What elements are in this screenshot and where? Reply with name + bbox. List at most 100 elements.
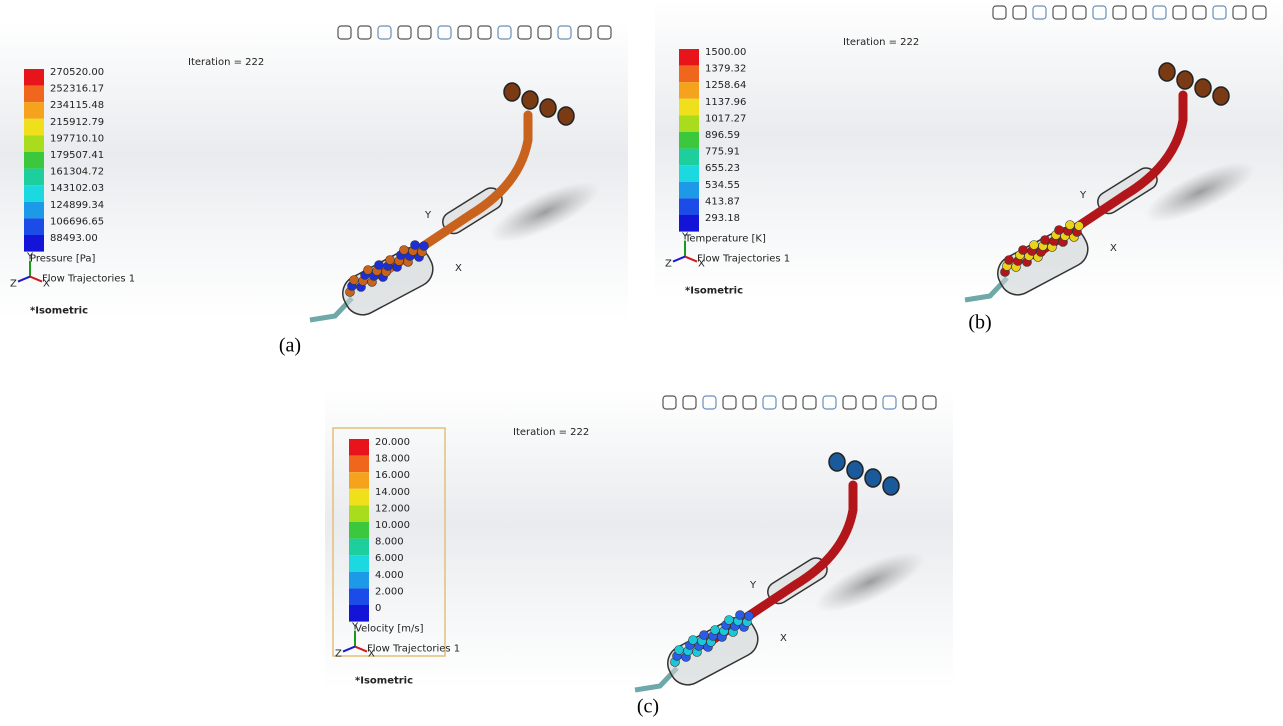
legend-swatch <box>349 456 369 473</box>
particle <box>1055 226 1064 235</box>
legend-swatch <box>24 119 44 136</box>
legend-value: 179507.41 <box>50 150 104 161</box>
legend-value: 18.000 <box>375 454 410 465</box>
legend-swatch <box>349 522 369 539</box>
legend-swatch <box>24 69 44 86</box>
model-axis-y: Y <box>749 580 757 591</box>
particle <box>1019 246 1028 255</box>
screenshot-panel: Iteration = 222270520.00252316.17234115.… <box>0 20 628 321</box>
axis-z-label: Z <box>665 259 672 270</box>
legend-value: 413.87 <box>705 196 740 207</box>
legend-swatch <box>679 215 699 232</box>
legend-value: 20.000 <box>375 437 410 448</box>
trajectory-label: Flow Trajectories 1 <box>697 254 790 265</box>
legend-swatch <box>349 555 369 572</box>
legend-value: 252316.17 <box>50 84 104 95</box>
header-port <box>847 461 863 479</box>
legend-swatch <box>679 49 699 66</box>
legend-value: 775.91 <box>705 147 740 158</box>
legend-swatch <box>349 572 369 589</box>
legend-swatch <box>679 182 699 199</box>
legend-value: 534.55 <box>705 180 740 191</box>
screenshot-panel: Iteration = 2221500.001379.321258.641137… <box>655 0 1283 301</box>
legend-value: 2.000 <box>375 586 404 597</box>
legend-value: 293.18 <box>705 213 740 224</box>
trajectory-label: Flow Trajectories 1 <box>367 644 460 655</box>
legend-value: 106696.65 <box>50 216 104 227</box>
legend-title: Pressure [Pa] <box>30 254 95 265</box>
legend-swatch <box>24 135 44 152</box>
header-port <box>522 91 538 109</box>
legend-swatch <box>679 66 699 83</box>
header-port <box>829 453 845 471</box>
particle <box>411 241 420 250</box>
iteration-label: Iteration = 222 <box>843 37 919 48</box>
legend-value: 896.59 <box>705 130 740 141</box>
legend-title: Temperature [K] <box>684 234 766 245</box>
header-port <box>558 107 574 125</box>
particle <box>1066 221 1075 230</box>
legend-title: Velocity [m/s] <box>355 624 424 635</box>
particle <box>725 616 734 625</box>
legend-value: 143102.03 <box>50 183 104 194</box>
legend-value: 124899.34 <box>50 200 104 211</box>
legend-value: 270520.00 <box>50 67 104 78</box>
particle <box>420 242 429 251</box>
legend-swatch <box>349 489 369 506</box>
particle <box>1075 222 1084 231</box>
legend-swatch <box>679 149 699 166</box>
legend-value: 1379.32 <box>705 64 746 75</box>
particle <box>350 276 359 285</box>
legend-swatch <box>679 165 699 182</box>
particle <box>711 626 720 635</box>
view-label: *Isometric <box>355 676 413 687</box>
model-axis-y: Y <box>1079 190 1087 201</box>
axis-y-label: Y <box>681 232 689 243</box>
panel-caption: (b) <box>968 312 991 334</box>
legend-swatch <box>349 439 369 456</box>
iteration-label: Iteration = 222 <box>188 57 264 68</box>
axis-z-label: Z <box>335 649 342 660</box>
legend-swatch <box>24 218 44 235</box>
panel-caption: (a) <box>279 335 301 357</box>
legend-value: 1017.27 <box>705 113 746 124</box>
legend-swatch <box>24 102 44 119</box>
axis-y-label: Y <box>351 622 359 633</box>
legend-swatch <box>24 235 44 252</box>
particle <box>375 261 384 270</box>
header-port <box>1177 71 1193 89</box>
legend-swatch <box>679 198 699 215</box>
axis-y-label: Y <box>26 252 34 263</box>
trajectory-label: Flow Trajectories 1 <box>42 274 135 285</box>
header-port <box>883 477 899 495</box>
axis-z-label: Z <box>10 279 17 290</box>
header-port <box>1195 79 1211 97</box>
legend-value: 12.000 <box>375 503 410 514</box>
figure: Iteration = 222270520.00252316.17234115.… <box>0 0 1283 726</box>
legend-swatch <box>24 169 44 186</box>
particle <box>1041 236 1050 245</box>
legend-swatch <box>679 99 699 116</box>
particle <box>745 612 754 621</box>
legend-value: 88493.00 <box>50 233 98 244</box>
particle <box>689 636 698 645</box>
legend-value: 1500.00 <box>705 47 746 58</box>
model-axis-x: X <box>780 633 787 644</box>
model-axis-x: X <box>455 263 462 274</box>
legend-swatch <box>349 605 369 622</box>
legend-value: 197710.10 <box>50 133 104 144</box>
header-port <box>540 99 556 117</box>
legend-value: 10.000 <box>375 520 410 531</box>
legend-swatch <box>679 115 699 132</box>
particle <box>400 246 409 255</box>
particle <box>1005 256 1014 265</box>
particle <box>700 631 709 640</box>
legend-value: 14.000 <box>375 487 410 498</box>
view-label: *Isometric <box>30 306 88 317</box>
screenshot-panel: Iteration = 22220.00018.00016.00014.0001… <box>325 390 953 691</box>
legend-swatch <box>24 202 44 219</box>
legend-swatch <box>349 539 369 556</box>
legend-value: 0 <box>375 603 381 614</box>
view-label: *Isometric <box>685 286 743 297</box>
model-axis-x: X <box>1110 243 1117 254</box>
